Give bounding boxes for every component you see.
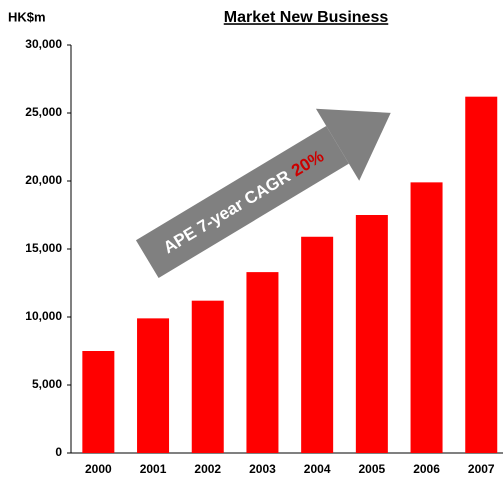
- bar: [137, 318, 170, 453]
- x-tick-label: 2005: [358, 462, 385, 476]
- x-tick-label: 2007: [468, 462, 495, 476]
- bar: [410, 182, 443, 454]
- chart-title: Market New Business: [224, 9, 389, 26]
- x-tick-label: 2003: [249, 462, 276, 476]
- x-tick-label: 2002: [194, 462, 221, 476]
- x-tick-label: 2006: [413, 462, 440, 476]
- bar: [82, 351, 115, 453]
- arrow-head: [315, 108, 391, 181]
- bar: [301, 236, 334, 453]
- y-tick-label: 0: [55, 445, 62, 459]
- y-tick-label: 20,000: [25, 173, 62, 187]
- arrow-shaft: [135, 125, 349, 278]
- y-tick-label: 10,000: [25, 309, 62, 323]
- x-tick-label: 2001: [140, 462, 167, 476]
- bar: [191, 300, 224, 453]
- y-tick-label: 15,000: [25, 241, 62, 255]
- x-tick-label: 2000: [85, 462, 112, 476]
- bar: [355, 215, 388, 453]
- y-tick-label: 30,000: [25, 37, 62, 51]
- bar: [246, 272, 279, 453]
- y-axis-label: HK$m: [8, 9, 46, 24]
- y-tick-label: 5,000: [32, 377, 62, 391]
- annotation-text: APE 7-year CAGR: [160, 167, 294, 258]
- bar: [465, 96, 498, 454]
- x-tick-label: 2004: [304, 462, 331, 476]
- y-tick-label: 25,000: [25, 105, 62, 119]
